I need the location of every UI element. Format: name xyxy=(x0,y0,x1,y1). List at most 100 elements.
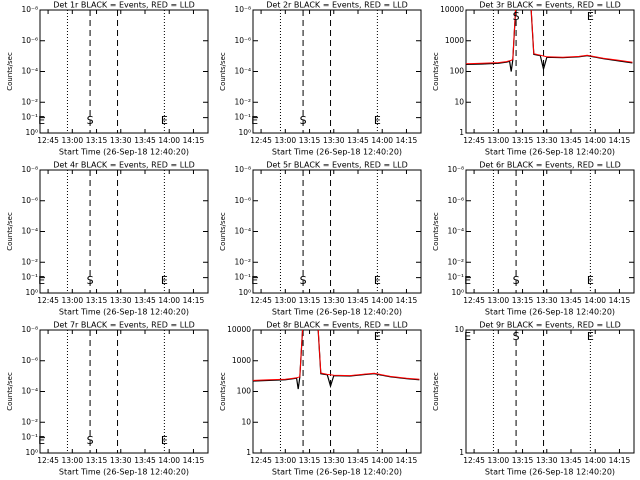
x-tick-label: 14:00 xyxy=(584,296,606,305)
event-marker: S xyxy=(87,114,94,127)
y-tick-label: 10⁻² xyxy=(447,257,464,266)
x-tick-label: 14:00 xyxy=(371,136,393,145)
x-tick-label: 14:15 xyxy=(183,136,205,145)
event-marker: E xyxy=(38,434,45,447)
y-axis-label: Counts/sec xyxy=(432,52,440,91)
x-tick-label: 14:15 xyxy=(396,136,418,145)
y-tick-label: 10⁻¹ xyxy=(234,113,251,122)
plot-frame xyxy=(465,169,635,294)
y-tick-label: 10⁰ xyxy=(25,128,38,137)
x-axis-label: Start Time (26-Sep-18 12:40:20) xyxy=(59,308,189,317)
y-axis-label: Counts/sec xyxy=(219,52,227,91)
event-marker: E xyxy=(374,330,381,343)
x-tick-label: 13:45 xyxy=(347,296,369,305)
x-tick-label: 12:45 xyxy=(250,136,272,145)
panel-title: Det 3r BLACK = Events, RED = LLD xyxy=(479,1,621,10)
x-axis-label: Start Time (26-Sep-18 12:40:20) xyxy=(272,148,402,157)
event-marker: E xyxy=(251,274,258,287)
panel-title: Det 4r BLACK = Events, RED = LLD xyxy=(53,161,195,170)
x-tick-label: 14:00 xyxy=(158,456,180,465)
x-tick-label: 13:30 xyxy=(323,456,345,465)
y-tick-label: 10⁻² xyxy=(21,257,38,266)
y-axis-label: Counts/sec xyxy=(219,212,227,251)
y-tick-label: 10⁰ xyxy=(238,128,251,137)
x-tick-label: 14:15 xyxy=(609,456,631,465)
event-marker: E xyxy=(464,330,471,343)
y-tick-label: 10000 xyxy=(440,5,464,14)
y-tick-label: 10⁻⁸ xyxy=(21,5,38,14)
y-tick-label: 10 xyxy=(454,97,464,106)
y-tick-label: 1000 xyxy=(232,356,251,365)
panel-title: Det 1r BLACK = Events, RED = LLD xyxy=(53,1,195,10)
x-tick-label: 14:15 xyxy=(396,456,418,465)
x-tick-label: 13:15 xyxy=(299,136,321,145)
y-tick-label: 10⁻¹ xyxy=(21,273,38,282)
plot-frame xyxy=(252,169,422,294)
x-tick-label: 14:15 xyxy=(609,296,631,305)
panel: Det 3r BLACK = Events, RED = LLD Start Ti… xyxy=(432,1,635,157)
y-axis-label: Counts/sec xyxy=(432,212,440,251)
y-tick-label: 10⁻⁶ xyxy=(21,196,38,205)
x-tick-label: 14:00 xyxy=(158,296,180,305)
y-tick-label: 10⁻⁶ xyxy=(21,356,38,365)
panel: Det 4r BLACK = Events, RED = LLD Start Ti… xyxy=(6,161,209,317)
x-tick-label: 13:30 xyxy=(110,456,132,465)
x-tick-label: 13:30 xyxy=(536,136,558,145)
x-tick-label: 13:00 xyxy=(487,296,509,305)
plot-frame xyxy=(39,169,209,294)
y-tick-label: 100 xyxy=(237,387,252,396)
series-line xyxy=(466,10,633,65)
y-tick-label: 10⁻⁶ xyxy=(234,196,251,205)
y-tick-label: 10⁻⁶ xyxy=(234,36,251,45)
y-tick-label: 10⁻⁴ xyxy=(21,67,38,76)
y-axis-label: Counts/sec xyxy=(219,372,227,411)
event-marker: E xyxy=(587,274,594,287)
x-tick-label: 13:15 xyxy=(86,296,108,305)
x-tick-label: 13:30 xyxy=(323,296,345,305)
y-tick-label: 10⁻⁴ xyxy=(234,227,251,236)
y-axis-label: Counts/sec xyxy=(432,372,440,411)
y-tick-label: 10⁰ xyxy=(25,288,38,297)
x-axis-label: Start Time (26-Sep-18 12:40:20) xyxy=(59,148,189,157)
event-marker: S xyxy=(513,10,520,23)
x-tick-label: 13:45 xyxy=(134,456,156,465)
y-tick-label: 10⁻⁸ xyxy=(21,325,38,334)
event-marker: S xyxy=(87,434,94,447)
panel-title: Det 6r BLACK = Events, RED = LLD xyxy=(479,161,621,170)
event-marker: E xyxy=(374,274,381,287)
y-tick-label: 10⁻¹ xyxy=(21,113,38,122)
plot-frame xyxy=(465,329,635,454)
event-marker: S xyxy=(300,114,307,127)
x-tick-label: 13:15 xyxy=(512,296,534,305)
series-line xyxy=(466,10,633,72)
x-tick-label: 14:15 xyxy=(183,296,205,305)
event-marker: E xyxy=(464,274,471,287)
y-axis-label: Counts/sec xyxy=(6,212,14,251)
series-line xyxy=(253,330,420,381)
plot-frame xyxy=(465,9,635,134)
y-tick-label: 10 xyxy=(241,417,251,426)
x-tick-label: 12:45 xyxy=(463,456,485,465)
y-tick-label: 10 xyxy=(454,325,464,334)
x-tick-label: 13:45 xyxy=(134,136,156,145)
event-marker: E xyxy=(587,330,594,343)
x-tick-label: 13:00 xyxy=(274,136,296,145)
y-tick-label: 10⁻¹ xyxy=(447,273,464,282)
x-tick-label: 13:15 xyxy=(86,456,108,465)
panel: Det 6r BLACK = Events, RED = LLD Start Ti… xyxy=(432,161,635,317)
x-axis-label: Start Time (26-Sep-18 12:40:20) xyxy=(59,468,189,477)
x-axis-label: Start Time (26-Sep-18 12:40:20) xyxy=(485,468,615,477)
x-tick-label: 13:15 xyxy=(86,136,108,145)
event-marker: E xyxy=(161,274,168,287)
x-tick-label: 13:45 xyxy=(347,136,369,145)
panel: Det 5r BLACK = Events, RED = LLD Start Ti… xyxy=(219,161,422,317)
x-tick-label: 14:00 xyxy=(371,456,393,465)
x-tick-label: 13:45 xyxy=(134,296,156,305)
y-tick-label: 10⁻⁴ xyxy=(21,227,38,236)
y-tick-label: 10⁻² xyxy=(21,97,38,106)
panel: Det 1r BLACK = Events, RED = LLD Start Ti… xyxy=(6,1,209,157)
y-tick-label: 1000 xyxy=(445,36,464,45)
x-tick-label: 13:45 xyxy=(560,456,582,465)
x-tick-label: 13:30 xyxy=(323,136,345,145)
